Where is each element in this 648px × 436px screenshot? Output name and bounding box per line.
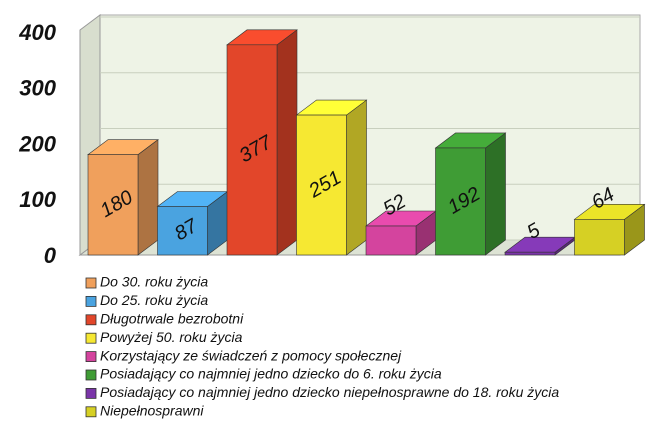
y-tick-label: 300 — [19, 76, 56, 101]
bar-side — [276, 29, 298, 256]
legend-label: Powyżej 50. roku życia — [100, 329, 243, 345]
legend-swatch — [85, 277, 97, 289]
bar — [226, 44, 278, 256]
bar — [157, 206, 208, 256]
y-tick-label: 0 — [44, 243, 57, 268]
legend-label: Niepełnosprawni — [100, 403, 204, 419]
bar — [296, 114, 347, 256]
y-tick-label: 200 — [18, 131, 56, 156]
bar — [574, 219, 625, 256]
legend-label: Korzystający ze świadczeń z pomocy społe… — [100, 347, 402, 363]
legend-label: Posiadający co najmniej jedno dziecko ni… — [100, 384, 559, 400]
legend-swatch — [85, 314, 97, 326]
legend-swatch — [85, 332, 97, 344]
bar — [365, 225, 417, 256]
legend-swatch — [85, 387, 97, 399]
y-tick-label: 400 — [18, 20, 56, 45]
legend-label: Posiadający co najmniej jedno dziecko do… — [100, 366, 442, 382]
bar-side — [346, 99, 367, 256]
legend-swatch — [85, 295, 97, 307]
legend-label: Do 30. roku życia — [100, 274, 208, 290]
legend-swatch — [85, 351, 97, 363]
bar — [504, 251, 556, 256]
legend-swatch — [85, 369, 97, 381]
bar-side — [137, 139, 159, 256]
bar-side — [485, 132, 506, 256]
legend-label: Do 25. roku życia — [100, 292, 208, 308]
legend-swatch — [85, 406, 97, 418]
bar — [87, 154, 139, 256]
bar — [435, 147, 486, 256]
legend-label: Długotrwale bezrobotni — [100, 311, 244, 327]
y-tick-label: 100 — [19, 187, 56, 212]
